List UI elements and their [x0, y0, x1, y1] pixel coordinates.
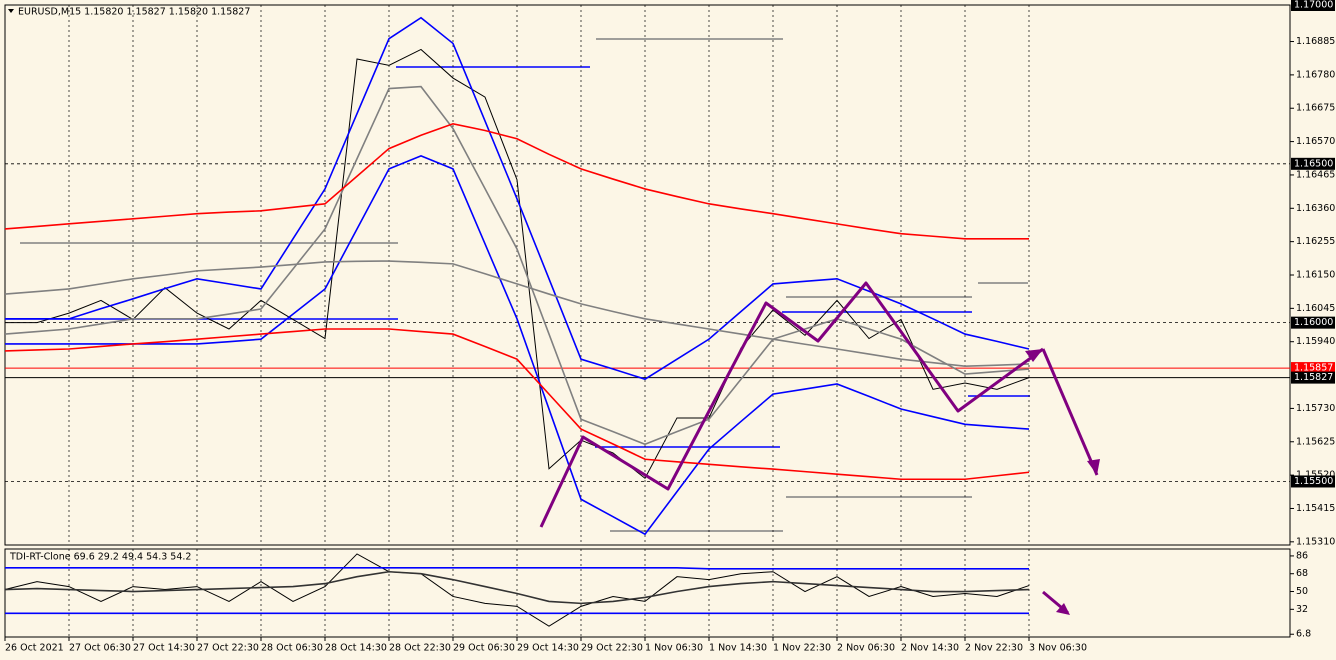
level-label: 1.15857	[1294, 363, 1333, 374]
y-tick-label: 6.8	[1296, 629, 1311, 640]
y-tick-label: 1.16780	[1296, 69, 1335, 80]
y-tick-label: 32	[1296, 604, 1308, 615]
y-tick-label: 68	[1296, 568, 1308, 579]
support-lines	[5, 38, 1030, 532]
series-line	[5, 566, 1029, 570]
level-label-box	[1291, 362, 1335, 375]
y-tick-label: 1.15310	[1296, 536, 1335, 547]
menu-arrow	[8, 9, 14, 13]
x-tick-label: 27 Oct 06:30	[69, 643, 131, 654]
x-tick-label: 28 Oct 14:30	[325, 643, 387, 654]
arrow-head	[1087, 459, 1100, 475]
x-tick-label: 29 Oct 14:30	[517, 643, 579, 654]
indicator-title: TDI-RT-Clone 69.6 29.2 49.4 54.3 54.2	[9, 552, 191, 563]
x-tick-label: 2 Nov 14:30	[901, 643, 959, 654]
y-tick-label: 50	[1296, 586, 1308, 597]
series-line	[4, 328, 1030, 481]
y-tick-label: 86	[1296, 550, 1308, 561]
x-tick-label: 2 Nov 22:30	[965, 643, 1023, 654]
level-label-box	[1291, 475, 1335, 488]
level-label-box	[1291, 157, 1335, 170]
level-label: 1.15827	[1294, 372, 1333, 383]
x-tick-label: 27 Oct 14:30	[133, 643, 195, 654]
y-tick-label: 1.16360	[1296, 203, 1335, 214]
x-tick-label: 28 Oct 06:30	[261, 643, 323, 654]
x-tick-label: 27 Oct 22:30	[197, 643, 259, 654]
y-tick-label: 1.15520	[1296, 470, 1335, 481]
x-tick-label: 29 Oct 22:30	[581, 643, 643, 654]
arrow-head	[1056, 603, 1070, 615]
x-tick-label: 28 Oct 22:30	[389, 643, 451, 654]
series-line	[4, 85, 1030, 446]
arrow-head	[1025, 349, 1043, 362]
x-tick-label: 1 Nov 22:30	[773, 643, 831, 654]
level-label: 1.15500	[1294, 476, 1333, 487]
x-tick-label: 3 Nov 06:30	[1029, 643, 1087, 654]
zigzag-arrow	[539, 281, 1044, 528]
y-tick-label: 1.16465	[1296, 169, 1335, 180]
x-tick-label: 2 Nov 06:30	[837, 643, 895, 654]
series-line	[5, 16, 1030, 381]
annotations	[539, 281, 1100, 615]
level-label: 1.17000	[1294, 0, 1333, 11]
level-label-box	[1291, 371, 1335, 384]
y-tick-label: 1.16255	[1296, 236, 1335, 247]
level-label-box	[1291, 316, 1335, 329]
y-tick-label: 1.16045	[1296, 303, 1335, 314]
series-line	[4, 122, 1029, 240]
x-tick-label: 29 Oct 06:30	[453, 643, 515, 654]
series-line	[4, 260, 1030, 367]
level-label: 1.16000	[1294, 317, 1333, 328]
series-line	[4, 553, 1030, 627]
y-tick-label: 1.15415	[1296, 503, 1335, 514]
level-label-box	[1291, 0, 1335, 11]
y-tick-label: 1.15940	[1296, 336, 1335, 347]
forecast-arrow	[1041, 348, 1099, 476]
indicator-pane	[4, 548, 1291, 638]
level-label: 1.16500	[1294, 158, 1333, 169]
x-tick-label: 1 Nov 14:30	[709, 643, 767, 654]
y-tick-label: 1.16675	[1296, 103, 1335, 114]
plot-layer: 26 Oct 2021 27 Oct 06:30 27 Oct 14:30 27 Oc…	[4, 0, 1335, 654]
y-tick-label: 1.16150	[1296, 270, 1335, 281]
x-tick-label: 26 Oct 2021	[5, 643, 64, 654]
y-tick-label: 1.16570	[1296, 136, 1335, 147]
x-tick-label: 1 Nov 06:30	[645, 643, 703, 654]
y-tick-label: 1.15625	[1296, 436, 1335, 447]
series-line	[5, 155, 1030, 536]
chart-title: EURUSD,M15 1.15820 1.15827 1.15820 1.158…	[18, 7, 250, 18]
y-tick-label: 1.16885	[1296, 36, 1335, 47]
series-line	[4, 570, 1030, 605]
y-tick-label: 1.15730	[1296, 403, 1335, 414]
